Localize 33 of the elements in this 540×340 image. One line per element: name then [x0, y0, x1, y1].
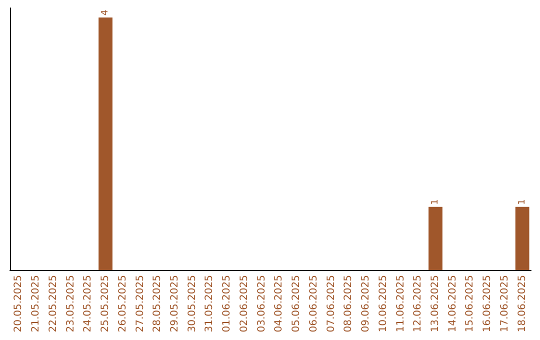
x-tick-label: 02.06.2025 [238, 275, 250, 332]
x-tick-label: 27.05.2025 [134, 275, 146, 332]
x-tick-label: 20.05.2025 [13, 275, 24, 332]
x-tick-label: 09.06.2025 [360, 275, 372, 332]
x-tick-label: 11.06.2025 [395, 275, 406, 332]
data-label: 1 [517, 199, 528, 205]
x-tick-label: 04.06.2025 [274, 275, 285, 332]
x-tick-label: 07.06.2025 [326, 275, 337, 332]
x-tick-label: 24.05.2025 [82, 275, 94, 332]
x-tick-label: 18.06.2025 [516, 275, 528, 332]
data-label: 1 [430, 199, 440, 205]
x-tick-label: 01.06.2025 [222, 275, 233, 332]
x-tick-label: 15.06.2025 [464, 275, 476, 332]
x-tick-label: 16.06.2025 [482, 275, 494, 332]
x-tick-label: 14.06.2025 [447, 275, 458, 332]
x-tick-label: 31.05.2025 [204, 275, 216, 332]
x-tick-label: 28.05.2025 [152, 275, 164, 332]
x-tick-label: 06.06.2025 [308, 275, 320, 332]
x-tick-label: 13.06.2025 [430, 275, 441, 332]
x-tick-label: 25.05.2025 [100, 275, 112, 332]
x-tick-label: 23.05.2025 [65, 275, 76, 332]
x-tick-label: 08.06.2025 [343, 275, 354, 332]
x-tick-label: 22.05.2025 [48, 275, 59, 332]
x-tick-label: 26.05.2025 [117, 275, 128, 332]
x-tick-label: 29.05.2025 [169, 275, 180, 332]
x-tick-label: 17.06.2025 [499, 275, 510, 332]
x-tick-label: 10.06.2025 [378, 275, 389, 332]
x-tick-label: 12.06.2025 [412, 275, 424, 332]
x-tick-label: 21.05.2025 [30, 275, 42, 332]
x-tick-label: 03.06.2025 [256, 275, 268, 332]
x-tick-label: 05.06.2025 [291, 275, 302, 332]
data-label: 4 [100, 9, 111, 16]
x-tick-label: 30.05.2025 [186, 275, 198, 332]
